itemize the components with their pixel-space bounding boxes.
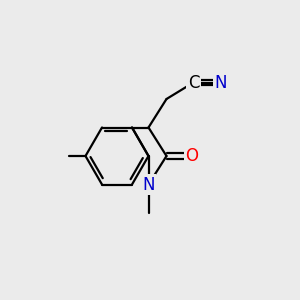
Text: N: N	[142, 176, 155, 194]
Text: O: O	[185, 147, 199, 165]
Text: C: C	[188, 74, 199, 92]
Text: N: N	[214, 74, 227, 92]
